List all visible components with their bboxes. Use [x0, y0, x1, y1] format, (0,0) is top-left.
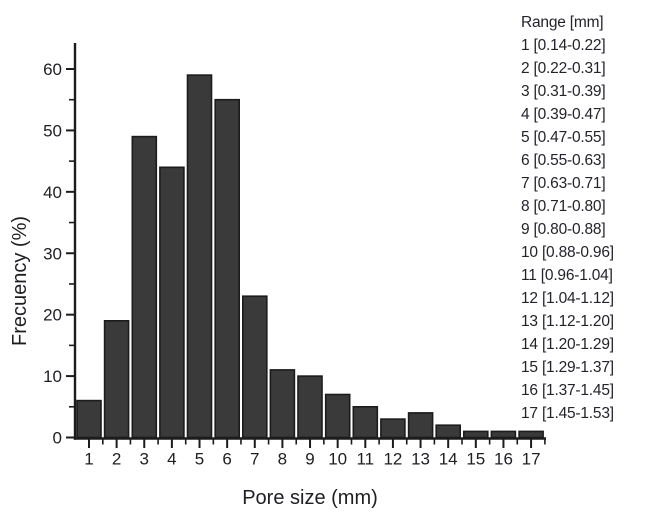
- y-tick-label: 10: [43, 367, 62, 386]
- x-tick-label: 16: [494, 450, 513, 469]
- legend-entry: 9 [0.80-0.88]: [521, 221, 606, 238]
- legend-entry: 16 [1.37-1.45]: [521, 382, 614, 399]
- x-tick-label: 15: [466, 450, 485, 469]
- bar: [186, 74, 213, 439]
- legend-entry: 3 [0.31-0.39]: [521, 83, 606, 100]
- x-tick-label: 5: [195, 450, 204, 469]
- bar: [214, 98, 240, 439]
- bar: [490, 430, 517, 439]
- legend-entry: 15 [1.29-1.37]: [521, 359, 614, 376]
- legend-entry: 2 [0.22-0.31]: [521, 60, 606, 77]
- legend-entries: 1 [0.14-0.22] 2 [0.22-0.31] 3 [0.31-0.39] 4…: [521, 34, 614, 425]
- x-tick-label: 4: [167, 450, 176, 469]
- legend-entry: 5 [0.47-0.55]: [521, 129, 606, 146]
- legend-entry: 13 [1.12-1.20]: [521, 313, 614, 330]
- bar: [269, 369, 296, 439]
- legend: Range [mm] 1 [0.14-0.22] 2 [0.22-0.31] 3 […: [521, 11, 614, 425]
- legend-entry: 14 [1.20-1.29]: [521, 336, 614, 353]
- legend-entry: 4 [0.39-0.47]: [521, 106, 606, 123]
- x-tick-label: 7: [250, 450, 259, 469]
- x-tick-label: 3: [140, 450, 149, 469]
- x-tick-label: 10: [328, 450, 347, 469]
- legend-entry: 17 [1.45-1.53]: [521, 405, 614, 422]
- legend-entry: 1 [0.14-0.22]: [521, 37, 606, 54]
- y-tick-label: 50: [43, 121, 62, 140]
- x-tick-label: 9: [305, 450, 314, 469]
- legend-header: Range [mm]: [521, 14, 604, 31]
- y-tick-label: 0: [53, 429, 62, 448]
- bar: [462, 430, 489, 439]
- y-tick-label: 60: [43, 60, 62, 79]
- legend-entry: 6 [0.55-0.63]: [521, 152, 606, 169]
- legend-entry: 11 [0.96-1.04]: [521, 267, 613, 284]
- x-tick-label: 2: [112, 450, 121, 469]
- y-tick-label: 30: [43, 244, 62, 263]
- legend-entry: 10 [0.88-0.96]: [521, 244, 614, 261]
- bars-group: [76, 74, 544, 439]
- bar: [518, 430, 544, 439]
- y-tick-label: 20: [43, 306, 62, 325]
- bar: [435, 424, 462, 439]
- x-tick-label: 6: [222, 450, 231, 469]
- x-tick-label: 17: [522, 450, 541, 469]
- legend-entry: 7 [0.63-0.71]: [521, 175, 606, 192]
- bar: [407, 412, 434, 439]
- y-axis-title: Frecuency (%): [9, 216, 31, 346]
- x-tick-label: 1: [84, 450, 93, 469]
- bar: [159, 166, 185, 439]
- x-tick-label: 12: [383, 450, 402, 469]
- bar: [380, 418, 406, 439]
- x-tick-label: 13: [411, 450, 430, 469]
- x-tick-label: 14: [439, 450, 458, 469]
- x-axis-title: Pore size (mm): [242, 487, 378, 509]
- legend-entry: 12 [1.04-1.12]: [521, 290, 614, 307]
- bar: [324, 393, 351, 439]
- bar: [297, 375, 323, 439]
- x-tick-label: 11: [356, 450, 374, 469]
- y-tick-label: 40: [43, 183, 62, 202]
- bar: [131, 135, 158, 439]
- bar: [352, 405, 379, 439]
- bar: [242, 295, 268, 439]
- bar: [76, 399, 102, 439]
- x-tick-label: 8: [278, 450, 287, 469]
- bar: [103, 319, 130, 439]
- legend-entry: 8 [0.71-0.80]: [521, 198, 606, 215]
